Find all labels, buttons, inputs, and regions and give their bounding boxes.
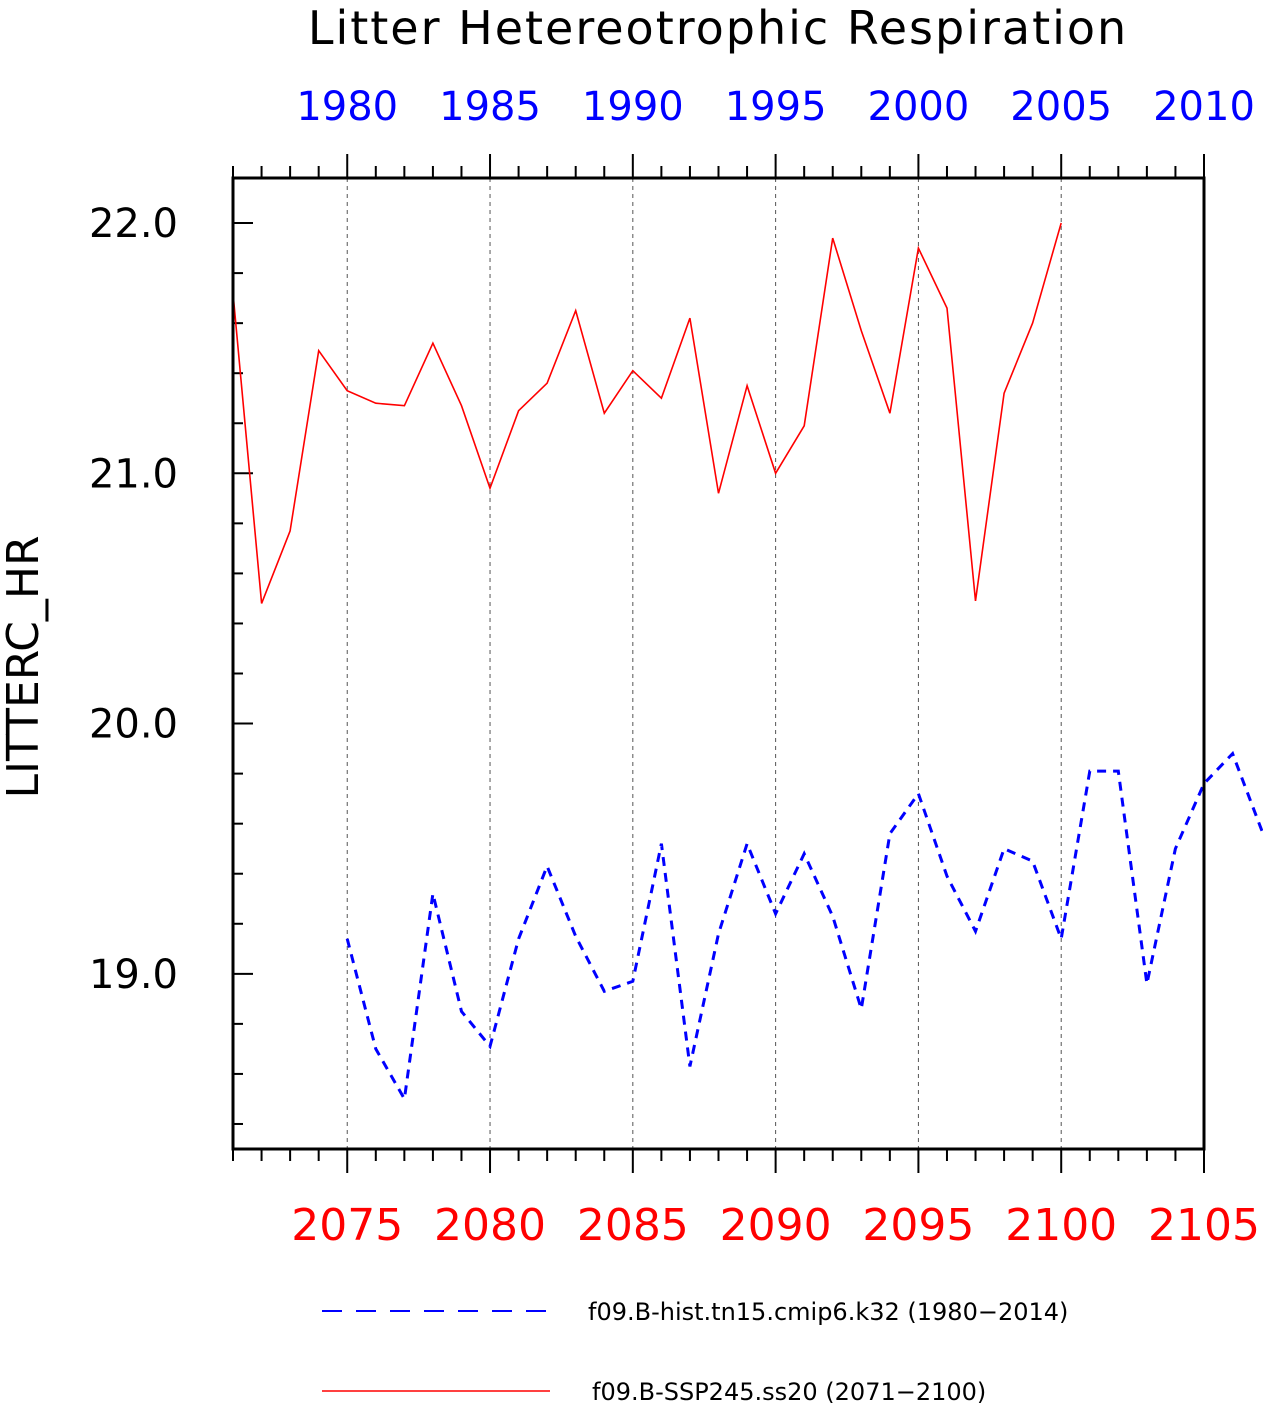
legend-label-historical: f09.B-hist.tn15.cmip6.k32 (1980−2014): [588, 1298, 1068, 1326]
bottom-tick-label-2105: 2105: [1148, 1200, 1260, 1251]
y-axis-label: LITTERC_HR: [0, 535, 49, 798]
y-tick-label-22: 22.0: [89, 201, 178, 247]
top-tick-label-1990: 1990: [582, 84, 684, 130]
top-tick-label-2010: 2010: [1153, 84, 1255, 130]
y-tick-label-21: 21.0: [89, 451, 178, 497]
legend: f09.B-hist.tn15.cmip6.k32 (1980−2014) f0…: [322, 1298, 1068, 1406]
series-line-1: [232, 222, 1062, 604]
top-tick-label-1980: 1980: [296, 84, 398, 130]
series-lines: [232, 222, 1263, 1104]
bottom-tick-label-2090: 2090: [720, 1200, 832, 1251]
tick-labels: 19.0 20.0 21.0 22.0 1980 1985 1990 1995 2000 2005…: [89, 84, 1260, 1251]
series-line-0: [345, 750, 1263, 1104]
bottom-tick-label-2075: 2075: [291, 1200, 403, 1251]
bottom-tick-label-2095: 2095: [862, 1200, 974, 1251]
bottom-tick-label-2085: 2085: [577, 1200, 689, 1251]
legend-label-projection: f09.B-SSP245.ss20 (2071−2100): [592, 1378, 986, 1406]
axis-ticks: [232, 154, 1205, 1173]
bottom-tick-label-2100: 2100: [1005, 1200, 1117, 1251]
y-tick-label-20: 20.0: [89, 702, 178, 748]
chart-title: Litter Hetereotrophic Respiration: [308, 1, 1128, 55]
bottom-tick-label-2080: 2080: [434, 1200, 546, 1251]
top-tick-label-1995: 1995: [725, 84, 827, 130]
gridlines: [346, 178, 1062, 1149]
top-tick-label-2000: 2000: [868, 84, 970, 130]
top-tick-label-2005: 2005: [1010, 84, 1112, 130]
plot-frame: [231, 176, 1206, 1151]
top-tick-label-1985: 1985: [439, 84, 541, 130]
y-tick-label-19: 19.0: [89, 952, 178, 998]
